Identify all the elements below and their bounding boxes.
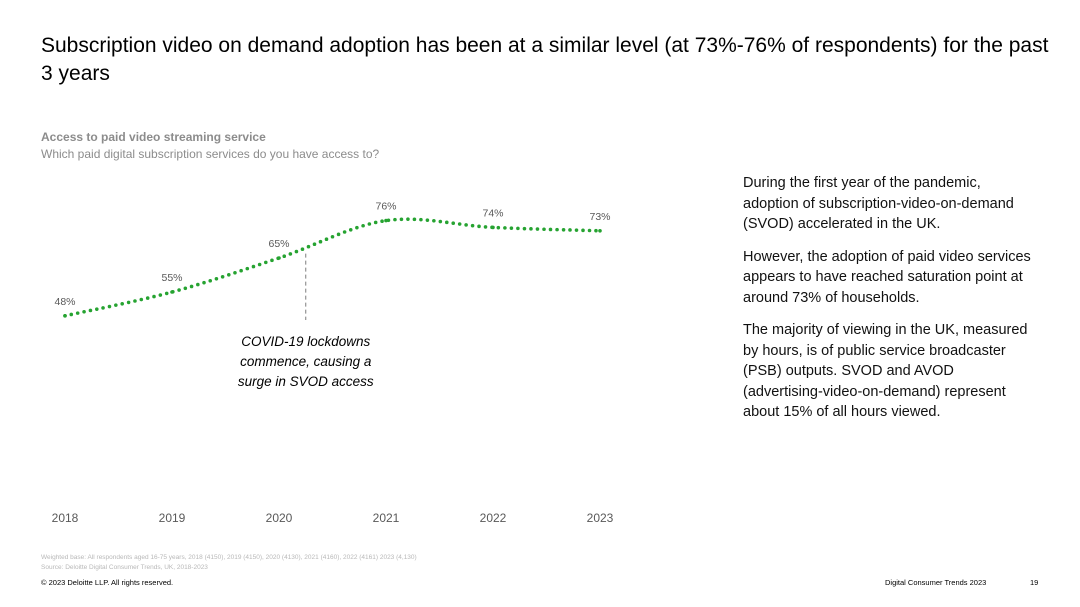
slide-title: Subscription video on demand adoption ha… — [41, 34, 1049, 85]
commentary: During the first year of the pandemic, a… — [743, 173, 1033, 435]
copyright: © 2023 Deloitte LLP. All rights reserved… — [41, 578, 174, 587]
data-label: 55% — [161, 272, 182, 284]
data-point — [170, 290, 174, 294]
data-point — [491, 225, 495, 230]
data-point — [598, 229, 602, 233]
page-number: 19 — [1030, 578, 1039, 587]
chart-subheading: Which paid digital subscription services… — [41, 147, 380, 161]
data-label: 76% — [375, 201, 396, 213]
commentary-paragraph: During the first year of the pandemic, a… — [743, 175, 1014, 232]
chart-heading: Access to paid video streaming service — [41, 130, 266, 144]
x-tick-label: 2019 — [159, 511, 186, 525]
series-line — [63, 217, 602, 318]
x-tick-label: 2018 — [52, 511, 79, 525]
footnote-source: Source: Deloitte Digital Consumer Trends… — [41, 564, 208, 571]
data-label: 65% — [268, 238, 289, 250]
data-point — [63, 314, 67, 318]
data-label: 74% — [482, 207, 503, 219]
x-tick-label: 2023 — [587, 511, 614, 525]
x-tick-label: 2022 — [480, 511, 507, 525]
footnote-base: Weighted base: All respondents aged 16-7… — [41, 554, 417, 561]
data-point — [277, 256, 281, 260]
data-label: 73% — [589, 211, 610, 223]
data-point — [384, 218, 388, 223]
commentary-paragraph: However, the adoption of paid video serv… — [743, 248, 1031, 306]
report-name: Digital Consumer Trends 2023 — [885, 578, 987, 587]
data-label: 48% — [54, 296, 75, 308]
annotation-caption: COVID-19 lockdowns commence, causing a sur… — [238, 334, 374, 389]
x-tick-label: 2021 — [373, 511, 400, 525]
commentary-paragraph: The majority of viewing in the UK, measu… — [743, 322, 1028, 420]
line-chart: 48% 55% 65% 76% 74% 73% 2018 2019 2020 2021 2022 20… — [52, 201, 614, 525]
x-tick-label: 2020 — [266, 511, 293, 525]
